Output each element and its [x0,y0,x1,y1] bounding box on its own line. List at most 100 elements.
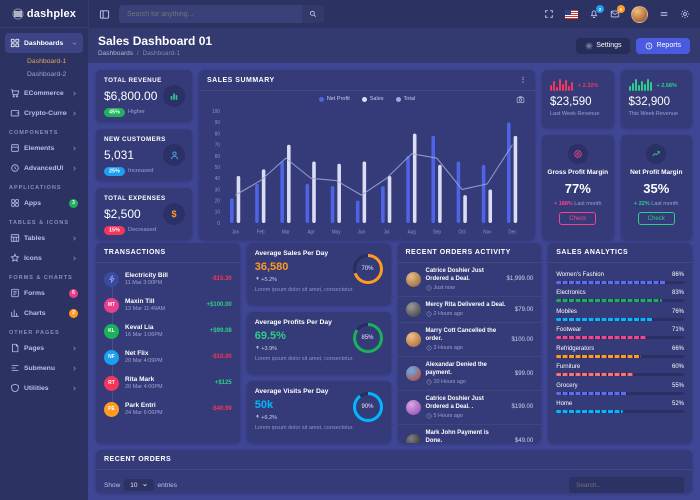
transaction-name: Net Flix [125,349,149,357]
sidebar-item-forms[interactable]: Forms 6 [5,283,83,303]
chart-icon [11,309,19,317]
notification-badge: 2 [596,5,604,13]
settings-button-label: Settings [596,42,622,49]
logo-icon [12,7,24,20]
sidebar-badge: 2 [69,308,78,318]
averages-column: Average Sales Per Day 36,580 +5.2% Lorem i… [246,243,391,443]
search-input[interactable] [119,10,302,18]
transaction-row[interactable]: NF Net Flix 20 Mar 4:09PM -$10.00 [96,344,240,370]
language-flag-us[interactable] [565,9,578,19]
check-button[interactable]: Check [637,212,675,225]
svg-text:40: 40 [215,176,220,182]
activity-row[interactable]: Alexandar Denied the payment. 10 Hours ag… [397,357,542,391]
transactions-title: TRANSACTIONS [104,249,166,256]
entries-select[interactable]: 10 [124,479,154,491]
legend-dot [395,96,401,102]
avatar [631,5,648,23]
sidebar-item-icons[interactable]: Icons [5,248,83,268]
sidebar-item-dashboards[interactable]: Dashboards [5,33,83,53]
reports-button-label: Reports [656,42,681,49]
activity-row[interactable]: Catrice Doshier Just Ordered a Deal. Just… [397,263,542,297]
svg-text:100: 100 [212,109,220,115]
sidebar-item-crypto-currencies[interactable]: Crypto-Currencies [5,103,83,123]
sidebar-item-label: AdvancedUI [24,164,64,172]
sales-analytics-card: SALES ANALYTICS Women's Fashion 86% Electr… [548,243,692,443]
average-delta: +5.2% [255,276,383,283]
legend-item-total[interactable]: Total [395,96,415,102]
transaction-row[interactable]: MT Maxin Till 13 Mar 11:49AM +$100.00 [96,292,240,318]
transaction-name: Rita Mark [125,375,155,383]
settings-gear-icon[interactable] [680,9,690,19]
search-button[interactable] [302,5,324,23]
legend-item-net-profit[interactable]: Net Profit [318,96,350,102]
page-title: Sales Dashboard 01 [98,34,213,48]
clock-icon [426,413,431,419]
transaction-name: Keval Lia [125,323,154,331]
app-logo[interactable]: dashplex [0,0,88,28]
sparkline-bars [628,77,652,91]
activity-row[interactable]: Mercy Rita Delivered a Deal. 2 Hours ago $… [397,297,542,324]
wallet-icon [10,110,20,117]
breadcrumb-root[interactable]: Dashboards [98,50,134,57]
donut-chart: 70% [352,254,383,284]
progress-track [556,336,684,339]
sidebar-item-tables[interactable]: Tables [5,228,83,248]
stat-icon-circle [163,144,185,166]
sidebar-badge: 3 [69,198,78,208]
sidebar-item-advancedui[interactable]: AdvancedUI [5,158,83,178]
entries-label: entries [157,481,178,489]
user-avatar[interactable] [631,5,648,23]
table-search-input[interactable] [569,477,684,493]
sidebar-item-elements[interactable]: Elements [5,138,83,158]
activity-row[interactable]: Catrice Doshier Just Ordered a Deal. . 5 … [397,391,542,425]
report-icon [646,42,653,49]
panel-toggle-icon[interactable] [659,9,669,19]
svg-text:May: May [332,229,341,235]
average-title: Average Visits Per Day [254,388,329,395]
transaction-row[interactable]: RT Rita Mark 20 Mar 4:00PM +$125 [96,370,240,396]
legend-item-sales[interactable]: Sales [361,96,384,102]
app-name: dashplex [26,7,77,20]
sidebar-subitem-dashboard-1[interactable]: Dashboard-1 [27,58,67,65]
mail-icon [610,10,620,18]
chevron-right-icon [73,235,76,241]
sidebar-item-charts[interactable]: Charts 2 [5,303,83,323]
check-button[interactable]: Check [559,212,597,225]
transaction-row[interactable]: Electricity Bill 11 Mar 3:00PM -$15.30 [96,266,240,292]
notifications-icon[interactable]: 2 [589,5,604,19]
activity-row[interactable]: Mark John Payment is Done.10-12-2021$49.… [398,425,542,443]
analytics-row-electronics: Electronics 83% [556,290,684,302]
sidebar-item-label: Apps [24,199,41,207]
chevron-right-icon [73,365,76,371]
sidebar-section-header: COMPONENTS [9,130,59,136]
sidebar-item-ecommerce[interactable]: ECommerce [5,83,83,103]
messages-icon[interactable]: 5 [610,5,625,19]
stat-badge-text: Decreased [128,227,157,233]
transaction-row[interactable]: KL Keval Lia 16 Mar 1:06PM +$99.08 [96,318,240,344]
sidebar-item-utilities[interactable]: Utilities [5,378,83,398]
transaction-avatar: MT [104,297,119,313]
sidebar-item-pages[interactable]: Pages [5,338,83,358]
margin-icon-circle [646,144,667,164]
sidebar-toggle-icon[interactable] [99,9,110,20]
settings-button[interactable]: Settings [576,37,631,54]
sales-summary-chart: 0 10 20 30 40 50 60 70 80 90 100 Jan Feb Mar Apr May Jun… [199,102,535,240]
more-options-icon[interactable]: ⋮ [519,77,527,84]
fullscreen-icon[interactable] [544,9,554,19]
average-value: 36,580 [254,261,289,273]
sidebar-item-apps[interactable]: Apps 3 [5,193,83,213]
average-description: Lorem ipsum dolor sit amet, consectetur. [254,287,354,293]
activity-price: $1,999.00 [506,276,534,283]
chart-legend: Net Profit Sales Total [199,91,535,104]
sidebar-subitem-dashboard-2[interactable]: Dashboard-2 [27,71,67,78]
target-icon [574,150,582,158]
reports-button[interactable]: Reports [636,37,690,54]
transaction-row[interactable]: PE Park Entri 24 Mar 6:06PM -$40.99 [96,396,240,422]
camera-icon[interactable] [516,95,525,104]
svg-text:Dec: Dec [508,229,517,235]
sidebar-item-submenu[interactable]: Submenu [5,358,83,378]
activity-row[interactable]: Marry Cott Cancelled the order. 3 Hours a… [397,323,542,358]
sidebar-item-label: ECommerce [24,89,64,97]
stat-badge: 45% [104,107,126,117]
stat-icon-circle: $ [163,203,185,225]
